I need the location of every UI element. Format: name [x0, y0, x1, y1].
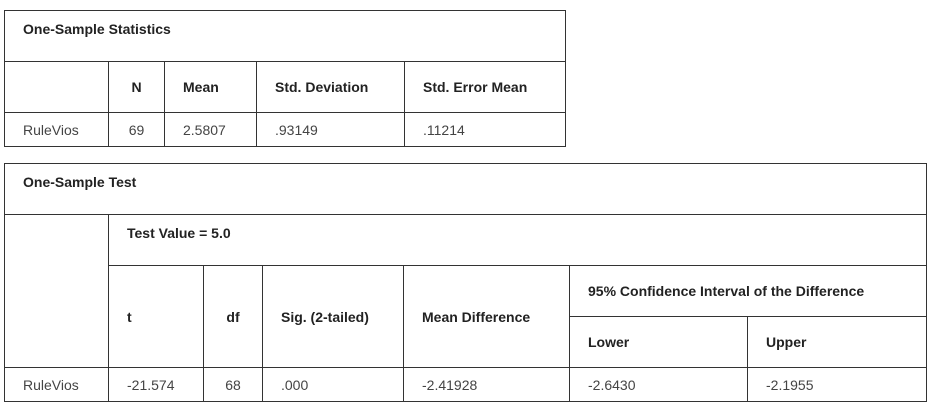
cell-n: 69 — [108, 112, 165, 147]
cell-sig: .000 — [262, 367, 404, 402]
header-t: t — [108, 265, 204, 368]
header-std-deviation: Std. Deviation — [256, 61, 405, 113]
one-sample-test-table: One-Sample Test Test Value = 5.0 t df Si… — [3, 163, 928, 402]
statistics-table-title: One-Sample Statistics — [3, 10, 567, 62]
header-std-error-mean: Std. Error Mean — [403, 61, 567, 113]
empty-header-cell — [4, 61, 109, 113]
header-sig: Sig. (2-tailed) — [262, 265, 404, 368]
header-df: df — [203, 265, 263, 368]
cell-std-deviation: .93149 — [256, 112, 405, 147]
header-lower: Lower — [569, 316, 748, 368]
row-label: RuleVios — [4, 112, 109, 147]
header-mean: Mean — [164, 61, 257, 113]
one-sample-statistics-table: One-Sample Statistics N Mean Std. Deviat… — [3, 10, 567, 147]
cell-std-error-mean: .11214 — [403, 112, 567, 147]
test-value-header: Test Value = 5.0 — [107, 214, 928, 266]
cell-mean-difference: -2.41928 — [403, 367, 570, 402]
table-row: RuleVios -21.574 68 .000 -2.41928 -2.643… — [4, 367, 928, 402]
test-table-title: One-Sample Test — [3, 163, 928, 215]
cell-t: -21.574 — [108, 367, 204, 402]
header-confidence-interval: 95% Confidence Interval of the Differenc… — [568, 265, 928, 317]
header-n: N — [108, 61, 165, 113]
cell-df: 68 — [203, 367, 263, 402]
cell-lower: -2.6430 — [569, 367, 748, 402]
header-mean-difference: Mean Difference — [403, 265, 570, 368]
cell-upper: -2.1955 — [746, 367, 928, 402]
table-row: RuleVios 69 2.5807 .93149 .11214 — [4, 112, 567, 147]
empty-header-cell — [4, 214, 109, 368]
row-label: RuleVios — [4, 367, 109, 402]
cell-mean: 2.5807 — [164, 112, 257, 147]
header-upper: Upper — [746, 316, 928, 368]
